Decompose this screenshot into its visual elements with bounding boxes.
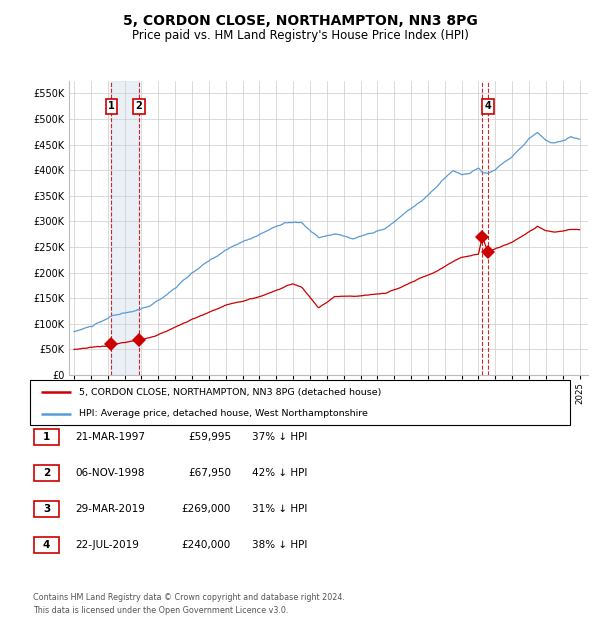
Text: £67,950: £67,950	[188, 468, 231, 478]
Text: 2: 2	[43, 468, 50, 478]
Text: 5, CORDON CLOSE, NORTHAMPTON, NN3 8PG: 5, CORDON CLOSE, NORTHAMPTON, NN3 8PG	[122, 14, 478, 28]
Text: £240,000: £240,000	[182, 540, 231, 550]
Text: 2: 2	[136, 101, 142, 111]
Text: 3: 3	[43, 504, 50, 514]
Text: 22-JUL-2019: 22-JUL-2019	[75, 540, 139, 550]
Text: 21-MAR-1997: 21-MAR-1997	[75, 432, 145, 442]
Text: 37% ↓ HPI: 37% ↓ HPI	[252, 432, 307, 442]
Text: 29-MAR-2019: 29-MAR-2019	[75, 504, 145, 514]
Text: 38% ↓ HPI: 38% ↓ HPI	[252, 540, 307, 550]
Text: 06-NOV-1998: 06-NOV-1998	[75, 468, 145, 478]
Text: 42% ↓ HPI: 42% ↓ HPI	[252, 468, 307, 478]
Text: Contains HM Land Registry data © Crown copyright and database right 2024.
This d: Contains HM Land Registry data © Crown c…	[33, 593, 345, 615]
Text: Price paid vs. HM Land Registry's House Price Index (HPI): Price paid vs. HM Land Registry's House …	[131, 29, 469, 42]
Text: 4: 4	[485, 101, 491, 111]
Text: 1: 1	[43, 432, 50, 442]
Text: £269,000: £269,000	[182, 504, 231, 514]
Bar	[112, 81, 139, 375]
Text: 4: 4	[43, 540, 50, 550]
Text: £59,995: £59,995	[188, 432, 231, 442]
Text: HPI: Average price, detached house, West Northamptonshire: HPI: Average price, detached house, West…	[79, 409, 367, 418]
Text: 5, CORDON CLOSE, NORTHAMPTON, NN3 8PG (detached house): 5, CORDON CLOSE, NORTHAMPTON, NN3 8PG (d…	[79, 388, 381, 397]
Text: 1: 1	[108, 101, 115, 111]
Text: 31% ↓ HPI: 31% ↓ HPI	[252, 504, 307, 514]
